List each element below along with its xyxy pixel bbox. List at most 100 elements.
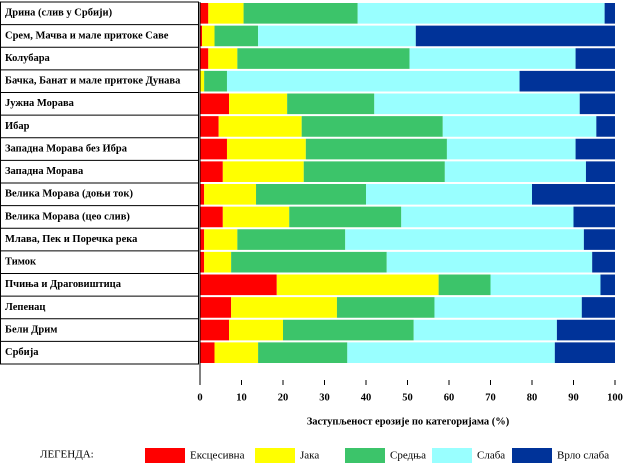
bar-segment <box>200 297 232 318</box>
x-tick-label: 100 <box>607 392 623 403</box>
bar-segment <box>200 48 209 69</box>
legend-swatch <box>345 448 385 463</box>
bar-segment <box>208 3 244 24</box>
bar-segment <box>200 342 215 363</box>
category-label: Велика Морава (доњи ток) <box>5 189 133 200</box>
bar-segment <box>200 319 230 341</box>
legend-swatch <box>145 448 185 463</box>
bar-segment <box>231 297 337 318</box>
legend-swatch <box>512 448 552 463</box>
bar-segment <box>229 93 288 115</box>
bar-segment <box>490 274 601 296</box>
bar-segment <box>592 251 615 273</box>
bar-segment <box>200 206 223 228</box>
bar-segment <box>409 48 576 69</box>
bar-segment <box>357 3 605 24</box>
bar-segment <box>200 229 205 250</box>
bar-segment <box>336 297 435 318</box>
category-label: Тимок <box>5 257 37 268</box>
bar-segment <box>200 3 209 24</box>
legend-title: ЛЕГЕНДА: <box>40 449 94 461</box>
x-tick-label: 20 <box>278 392 289 403</box>
x-tick-label: 50 <box>402 392 413 403</box>
bar-segment <box>204 70 227 92</box>
bar-segment <box>258 25 416 47</box>
bar-segment <box>305 138 447 160</box>
bar-segment <box>442 116 597 137</box>
bar-segment <box>200 184 205 205</box>
bar-segment <box>554 342 615 363</box>
bar-segment <box>596 116 615 137</box>
bar-segment <box>200 93 230 115</box>
bar-segment <box>347 342 555 363</box>
x-tick-label: 70 <box>485 392 496 403</box>
bar-segment <box>258 342 348 363</box>
bar-segment <box>256 184 366 205</box>
bar-segment <box>446 138 576 160</box>
bar-segment <box>604 3 615 24</box>
x-tick-label: 80 <box>527 392 538 403</box>
legend-swatch <box>432 448 472 463</box>
bar-segment <box>200 25 203 47</box>
bar-segment <box>401 206 574 228</box>
legend-label: Ексцесивна <box>190 450 245 462</box>
bar-segment <box>231 251 387 273</box>
category-label: Срем, Мачва и мале притоке Саве <box>5 30 169 41</box>
legend-label: Јака <box>300 450 319 462</box>
x-axis-label: Заступљеност ерозије по категоријама (%) <box>307 416 510 427</box>
bar-segment <box>345 229 584 250</box>
category-label: Бели Дрим <box>5 324 57 335</box>
bar-segment <box>200 116 219 137</box>
bar-segment <box>226 70 520 92</box>
x-tick-label: 10 <box>236 392 247 403</box>
bar-segment <box>581 297 615 318</box>
bar-segment <box>583 229 615 250</box>
category-label: Дрина (слив у Србији) <box>5 8 113 19</box>
bar-segment <box>208 48 238 69</box>
category-label: Велика Морава (цео слив) <box>5 211 130 222</box>
x-tick-label: 30 <box>319 392 330 403</box>
bar-segment <box>573 206 615 228</box>
bar-segment <box>575 138 615 160</box>
bar-segment <box>585 161 615 182</box>
bar-segment <box>600 274 615 296</box>
category-label: Ибар <box>5 121 30 132</box>
bar-segment <box>202 25 215 47</box>
bar-segment <box>200 251 205 273</box>
legend-label: Средња <box>390 450 426 462</box>
bar-segment <box>519 70 615 92</box>
bar-segment <box>366 184 532 205</box>
legend-swatch <box>255 448 295 463</box>
bar-segment <box>218 116 302 137</box>
bar-segment <box>226 138 306 160</box>
bar-segment <box>214 25 259 47</box>
bar-segment <box>301 116 443 137</box>
bar-segment <box>200 70 205 92</box>
bar-segment <box>200 161 223 182</box>
x-tick-label: 60 <box>444 392 455 403</box>
legend-label: Слаба <box>477 450 505 462</box>
bar-segment <box>575 48 615 69</box>
category-label: Колубара <box>5 53 51 64</box>
x-tick-label: 40 <box>361 392 372 403</box>
category-label: Западна Морава <box>5 166 84 177</box>
bar-segment <box>556 319 615 341</box>
bar-segment <box>237 48 410 69</box>
bar-segment <box>222 161 304 182</box>
bar-segment <box>283 319 414 341</box>
category-label: Млава, Пек и Поречка река <box>5 234 138 245</box>
bar-segment <box>415 25 615 47</box>
bar-segment <box>214 342 259 363</box>
x-tick-label: 90 <box>568 392 579 403</box>
legend-label: Врло слаба <box>557 450 609 462</box>
bar-segment <box>243 3 358 24</box>
bar-segment <box>374 93 580 115</box>
bar-segment <box>200 138 227 160</box>
x-tick-label: 0 <box>197 392 202 403</box>
category-label: Западна Морава без Ибра <box>5 143 128 154</box>
bar-segment <box>386 251 593 273</box>
bar-segment <box>204 251 232 273</box>
category-label: Пчиња и Драговиштица <box>5 279 122 290</box>
category-label: Србија <box>5 347 39 358</box>
